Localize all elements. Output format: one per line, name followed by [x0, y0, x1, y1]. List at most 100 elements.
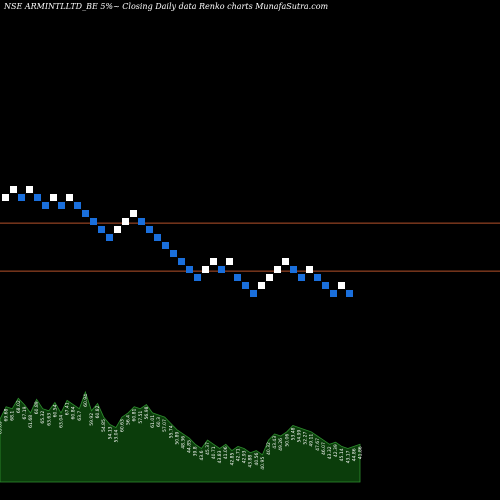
down-brick-23 — [178, 258, 185, 265]
volume-label: 60.94 — [83, 394, 89, 407]
down-brick-38 — [298, 274, 305, 281]
up-brick-29 — [226, 258, 233, 265]
up-brick-2 — [10, 186, 17, 193]
down-brick-30 — [234, 274, 241, 281]
down-brick-41 — [322, 282, 329, 289]
volume-label: 54.13 — [107, 426, 113, 439]
up-brick-33 — [258, 282, 265, 289]
up-brick-36 — [282, 258, 289, 265]
down-brick-3 — [18, 194, 25, 201]
volume-label: 68.1 — [10, 411, 16, 421]
volume-label: 61.68 — [28, 415, 34, 428]
down-brick-44 — [346, 290, 353, 297]
volume-label: 45.14 — [339, 448, 345, 461]
volume-label: 54.99 — [296, 429, 302, 442]
renko-bricks — [2, 186, 353, 297]
volume-label: 41.86 — [358, 446, 364, 459]
reference-lines — [0, 222, 500, 272]
volume-label: 60.63 — [120, 419, 126, 432]
volume-label: 67.19 — [22, 406, 28, 419]
volume-label: 42.71 — [235, 448, 241, 461]
volume-label: 68.02 — [16, 400, 22, 413]
volume-label: 48.36 — [181, 436, 187, 449]
chart-title: NSE ARMINTLLTD_BE 5%~ Closing Daily data… — [3, 2, 329, 11]
volume-label: 44.85 — [187, 440, 193, 453]
volume-label: 63.63 — [46, 413, 52, 426]
up-brick-9 — [66, 194, 73, 201]
volume-label: 55.74 — [168, 425, 174, 438]
up-brick-1 — [2, 194, 9, 201]
down-brick-18 — [138, 218, 145, 225]
up-brick-34 — [266, 274, 273, 281]
volume-label: 65.32 — [40, 411, 46, 424]
volume-label: 42.85 — [229, 452, 235, 465]
volume-label: 42.39 — [333, 444, 339, 457]
down-brick-20 — [154, 234, 161, 241]
down-brick-21 — [162, 242, 169, 249]
volume-label: 41.06 — [223, 446, 229, 459]
down-brick-6 — [42, 202, 49, 209]
down-brick-24 — [186, 266, 193, 273]
volume-label: 63.69 — [0, 421, 4, 434]
volume-label: 43.43 — [272, 436, 278, 449]
volume-label: 60.54 — [52, 404, 58, 417]
volume-label: 53.04 — [113, 429, 119, 442]
down-brick-5 — [34, 194, 41, 201]
up-brick-27 — [210, 258, 217, 265]
volume-label: 61.01 — [150, 415, 156, 428]
volume-label: 43.88 — [248, 455, 254, 468]
down-brick-8 — [58, 202, 65, 209]
up-brick-16 — [122, 218, 129, 225]
up-brick-35 — [274, 266, 281, 273]
down-brick-25 — [194, 274, 201, 281]
down-brick-10 — [74, 202, 81, 209]
volume-label: 60.3 — [156, 417, 162, 427]
volume-label: 60.81 — [132, 409, 138, 422]
volume-label: 46.07 — [321, 442, 327, 455]
volume-label: 43.17 — [345, 450, 351, 463]
volume-label: 57.51 — [138, 411, 144, 424]
volume-label: 47.67 — [315, 438, 321, 451]
up-brick-43 — [338, 282, 345, 289]
volume-label: 44.86 — [351, 448, 357, 461]
volume-label: 50.89 — [174, 432, 180, 445]
volume-label: 42.93 — [242, 450, 248, 463]
down-brick-11 — [82, 210, 89, 217]
up-brick-7 — [50, 194, 57, 201]
volume-label: 40.56 — [254, 452, 260, 465]
down-brick-19 — [146, 226, 153, 233]
volume-area-shape — [0, 390, 361, 483]
down-brick-37 — [290, 266, 297, 273]
volume-label: 67.41 — [65, 402, 71, 415]
volume-label: 43.6 — [199, 450, 205, 460]
volume-label: 56.4 — [126, 415, 132, 425]
down-brick-28 — [218, 266, 225, 273]
volume-label: 59.92 — [89, 413, 95, 426]
volume-label: 43.83 — [217, 450, 223, 463]
down-brick-12 — [90, 218, 97, 225]
volume-label: 63.7 — [77, 411, 83, 421]
down-brick-22 — [170, 250, 177, 257]
volume-label: 52.27 — [303, 432, 309, 445]
volume-label: 53.48 — [290, 427, 296, 440]
volume-label: 50.06 — [284, 434, 290, 447]
volume-label: 63.04 — [59, 415, 65, 428]
volume-label: 40.71 — [211, 446, 217, 459]
volume-label: 43.32 — [327, 446, 333, 459]
volume-label: 49.11 — [309, 434, 315, 447]
down-brick-32 — [250, 290, 257, 297]
volume-label: 60.82 — [95, 405, 101, 418]
volume-label: 39.8 — [193, 446, 199, 456]
volume-label: 57.07 — [162, 419, 168, 432]
volume-label: 40.32 — [266, 442, 272, 455]
volume-label: 60.89 — [34, 401, 40, 414]
up-brick-26 — [202, 266, 209, 273]
up-brick-4 — [26, 186, 33, 193]
volume-label: 45.37 — [205, 442, 211, 455]
up-brick-17 — [130, 210, 137, 217]
volume-label: 60.84 — [71, 406, 77, 419]
volume-label: 40.95 — [260, 457, 266, 470]
volume-label: 49.26 — [278, 438, 284, 451]
